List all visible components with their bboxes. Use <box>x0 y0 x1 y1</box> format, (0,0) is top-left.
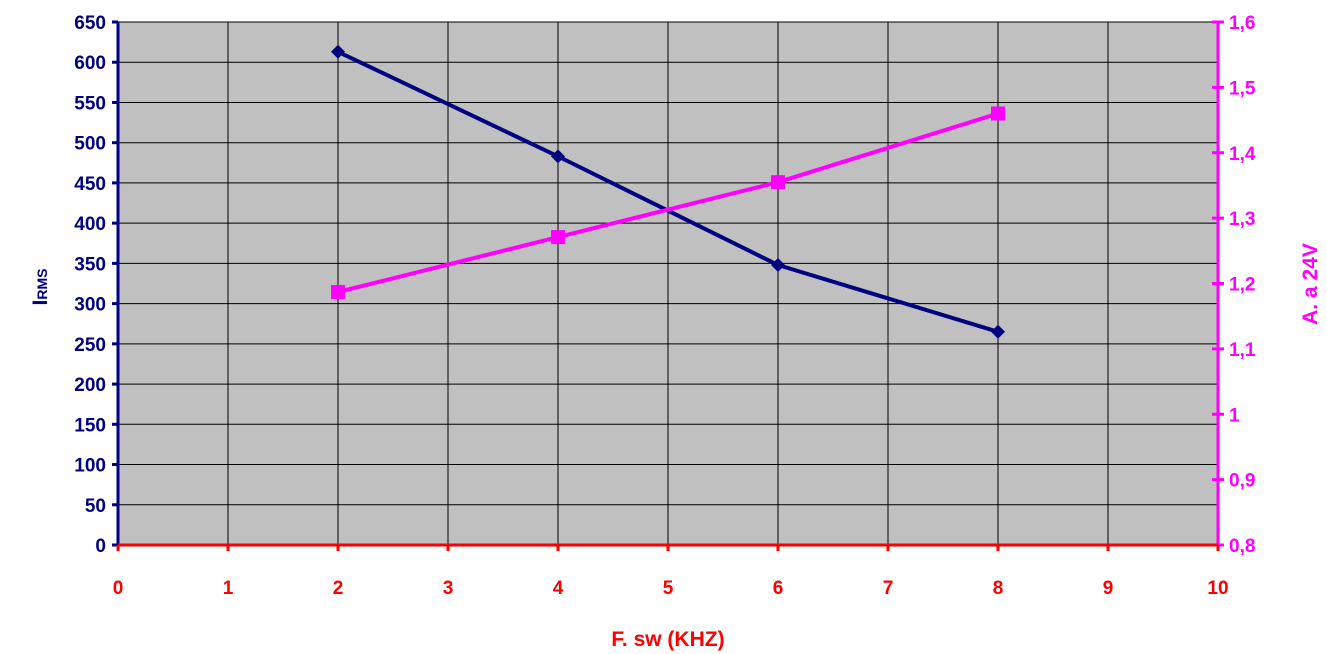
grid <box>118 21 1218 545</box>
left-axis-title: IRMS <box>29 269 52 306</box>
x-axis-tick-label: 3 <box>443 578 454 599</box>
x-axis-title: F. sw (KHZ) <box>611 628 724 651</box>
right-axis-title: A. a 24V <box>1299 243 1322 325</box>
data-point-square <box>991 106 1005 121</box>
x-axis-tick-label: 8 <box>993 578 1004 599</box>
left-axis-tick-label: 150 <box>74 415 106 436</box>
left-axis-tick-label: 0 <box>95 536 106 557</box>
x-axis-tick-label: 10 <box>1207 578 1228 599</box>
left-axis-title-main: I <box>29 300 52 306</box>
left-axis-tick-label: 600 <box>74 53 106 74</box>
right-axis-tick-label: 1,3 <box>1229 209 1255 230</box>
x-axis-tick-label: 7 <box>883 578 894 599</box>
right-axis-tick-labels: 0,8 0,9 1 1,1 1,2 1,3 1,4 1,5 1,6 <box>1229 13 1256 557</box>
right-axis-tick-label: 1,1 <box>1229 340 1256 361</box>
left-axis-tick-label: 250 <box>74 335 106 356</box>
data-point-diamond <box>771 257 785 272</box>
left-axis-tick-label: 400 <box>74 214 106 235</box>
left-axis-tick-label: 300 <box>74 295 106 316</box>
x-axis-tick-label: 0 <box>113 578 124 599</box>
left-axis-title-subscript: RMS <box>34 269 50 300</box>
x-axis-tick-label: 1 <box>223 578 234 599</box>
left-axis-tick-labels: 0 50 100 150 200 250 300 350 400 450 500 550 600 650 <box>74 13 106 557</box>
x-axis-tick-labels: 0 1 2 3 4 5 6 7 8 9 10 <box>113 578 1229 599</box>
right-axis-tick-label: 0,8 <box>1229 536 1255 557</box>
data-point-square <box>771 175 785 190</box>
x-axis-tick-label: 6 <box>773 578 784 599</box>
left-axis-tick-label: 50 <box>85 496 106 517</box>
x-axis-tick-label: 4 <box>553 578 564 599</box>
right-axis-tick-label: 1,4 <box>1229 144 1256 165</box>
x-axis-tick-label: 2 <box>333 578 344 599</box>
data-point-square <box>551 230 565 245</box>
left-axis-tick-label: 650 <box>74 13 106 34</box>
left-axis-tick-label: 350 <box>74 254 106 275</box>
left-axis-tick-label: 100 <box>74 456 106 477</box>
left-axis-tick-label: 450 <box>74 174 106 195</box>
axes <box>112 20 1224 551</box>
data-point-diamond <box>331 44 345 59</box>
left-axis-tick-label: 200 <box>74 375 106 396</box>
series-right-axis <box>331 106 1005 299</box>
right-axis-tick-label: 0,9 <box>1229 471 1255 492</box>
x-axis-tick-label: 9 <box>1103 578 1114 599</box>
data-point-square <box>331 284 345 299</box>
right-axis-tick-label: 1 <box>1229 405 1240 426</box>
data-point-diamond <box>551 149 565 164</box>
data-point-diamond <box>991 324 1005 339</box>
right-axis-tick-label: 1,5 <box>1229 78 1256 99</box>
series-layer <box>331 44 1005 339</box>
left-axis-tick-label: 550 <box>74 93 106 114</box>
series-line <box>337 111 999 294</box>
right-axis-tick-label: 1,6 <box>1229 13 1255 34</box>
x-axis-tick-label: 5 <box>663 578 674 599</box>
right-axis-tick-label: 1,2 <box>1229 275 1255 296</box>
left-axis-tick-label: 500 <box>74 134 106 155</box>
